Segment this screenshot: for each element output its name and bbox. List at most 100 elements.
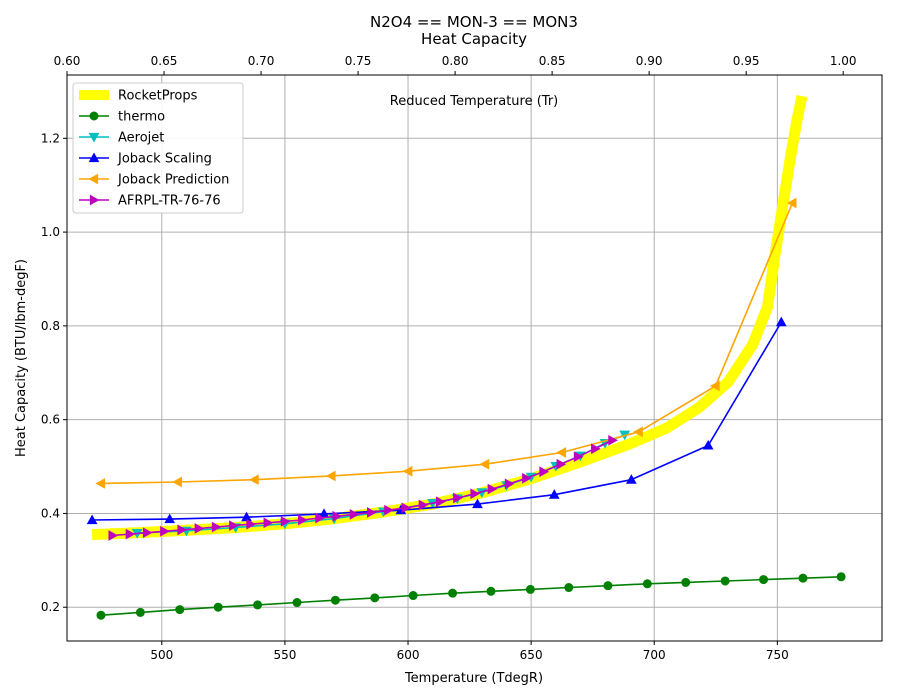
data-point <box>292 598 302 608</box>
x2-tick-label: 0.95 <box>733 54 760 68</box>
data-point <box>142 527 153 539</box>
data-point <box>332 510 343 522</box>
data-point <box>525 584 535 594</box>
x2-tick-label: 0.90 <box>636 54 663 68</box>
data-point <box>246 518 256 530</box>
series-line <box>92 321 782 521</box>
y-tick-label: 0.2 <box>41 600 60 614</box>
data-point <box>172 476 182 488</box>
y-tick-label: 0.6 <box>41 413 60 427</box>
data-point <box>194 523 205 534</box>
series-line <box>100 202 794 485</box>
legend-marker <box>88 173 99 185</box>
y-tick-label: 1.0 <box>41 225 60 239</box>
data-point <box>177 524 188 536</box>
data-point <box>229 520 239 531</box>
legend-label: RocketProps <box>118 89 198 104</box>
data-point <box>642 579 652 589</box>
series-5 <box>108 434 618 541</box>
chart-subtitle: Heat Capacity <box>421 30 527 48</box>
legend-marker <box>89 194 100 206</box>
x2-axis-label: Reduced Temperature (Tr) <box>390 94 558 109</box>
data-point <box>95 478 106 489</box>
data-point <box>135 607 145 617</box>
data-point <box>401 502 412 514</box>
legend-item: thermo <box>79 110 165 125</box>
data-point <box>213 602 223 612</box>
data-point <box>384 504 394 516</box>
data-point <box>164 513 176 524</box>
data-point <box>125 528 136 540</box>
data-point <box>325 470 336 482</box>
data-point <box>349 509 360 520</box>
data-point <box>591 443 601 455</box>
x2-tick-label: 0.65 <box>151 54 178 68</box>
data-point <box>453 492 463 504</box>
data-point <box>448 588 458 598</box>
legend-label: thermo <box>118 110 165 125</box>
data-point <box>249 474 259 486</box>
y-tick-label: 0.8 <box>41 319 60 333</box>
legend-item: Joback Scaling <box>79 152 212 167</box>
legend-marker <box>88 152 100 163</box>
data-point <box>263 517 274 529</box>
series-3 <box>86 316 787 525</box>
data-point <box>608 434 618 446</box>
data-point <box>564 583 574 593</box>
series-line <box>100 576 842 616</box>
data-point <box>504 478 515 490</box>
data-point <box>603 581 613 591</box>
legend: RocketProps thermo Aerojet Joback Scaling Jo… <box>72 82 244 214</box>
data-point <box>370 593 380 603</box>
legend-item: RocketProps <box>79 89 198 104</box>
data-point <box>710 380 720 392</box>
data-point <box>633 426 643 438</box>
legend-item: Joback Prediction <box>79 173 229 188</box>
data-point <box>720 576 730 586</box>
x-tick-label: 600 <box>397 648 420 662</box>
data-point <box>470 488 481 500</box>
data-point <box>472 498 483 509</box>
data-point <box>86 514 98 525</box>
data-point <box>175 605 185 615</box>
series-layer <box>86 94 846 620</box>
chart-title: N2O4 == MON-3 == MON3 <box>370 13 578 31</box>
data-point <box>253 600 263 610</box>
y-tick-label: 0.4 <box>41 506 60 520</box>
x-tick-label: 650 <box>520 648 543 662</box>
data-point <box>315 512 325 524</box>
data-point <box>330 595 340 605</box>
y-axis-label: Heat Capacity (BTU/lbm-degF) <box>14 259 29 457</box>
data-point <box>539 466 549 478</box>
legend-box <box>72 82 244 214</box>
data-point <box>625 474 637 484</box>
x-tick-label: 500 <box>150 648 173 662</box>
plot-area <box>66 74 883 642</box>
x2-tick-label: 0.80 <box>442 54 469 68</box>
series-1 <box>96 572 846 620</box>
data-point <box>798 573 808 583</box>
x-tick-label: 750 <box>766 648 789 662</box>
data-point <box>775 316 787 327</box>
x2-tick-label: 0.75 <box>345 54 372 68</box>
x2-tick-label: 0.60 <box>54 54 81 68</box>
legend-marker <box>89 111 99 121</box>
data-point <box>211 521 222 533</box>
data-point <box>786 197 797 209</box>
legend-label: AFRPL-TR-76-76 <box>118 194 221 209</box>
series-line <box>112 439 613 537</box>
data-point <box>573 451 584 463</box>
x2-tick-label: 0.85 <box>539 54 566 68</box>
ticks: 500 550 600 650 700 750 0.2 0.4 0.6 0.8 1.0 1.2 0.60… <box>41 54 857 662</box>
data-point <box>280 516 291 527</box>
x-tick-label: 550 <box>273 648 296 662</box>
data-point <box>487 483 498 495</box>
legend-item: Aerojet <box>79 131 164 146</box>
data-point <box>522 472 532 484</box>
data-point <box>836 572 846 582</box>
data-point <box>486 586 496 596</box>
legend-label: Aerojet <box>118 131 164 146</box>
data-point <box>435 496 446 508</box>
data-point <box>759 575 769 585</box>
